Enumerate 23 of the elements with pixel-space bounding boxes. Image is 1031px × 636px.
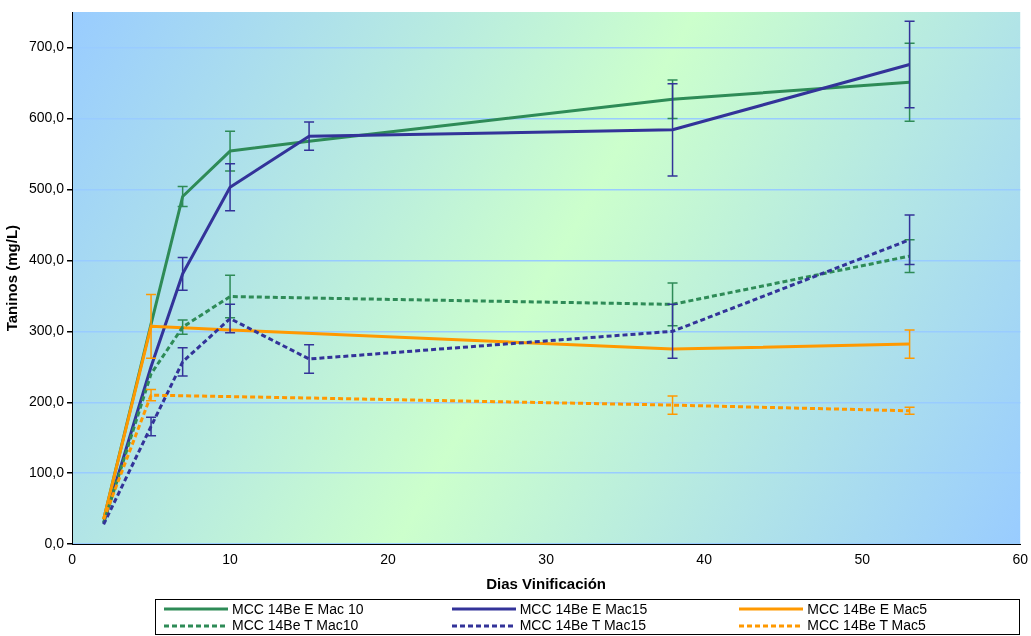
legend-label: MCC 14Be T Mac15 [519,617,646,634]
x-tick-label: 60 [1012,551,1029,568]
y-tick-label: 400,0 [28,251,65,268]
x-axis-title: Dias Vinificación [486,575,607,593]
legend-label: MCC 14Be T Mac5 [807,617,926,634]
y-tick-label: 700,0 [28,38,65,55]
x-tick-label: 0 [68,551,77,568]
x-tick-label: 50 [854,551,871,568]
x-tick-label: 10 [222,551,239,568]
x-tick-label: 40 [696,551,713,568]
y-tick-label: 0,0 [44,535,65,552]
y-tick-label: 200,0 [28,393,65,410]
y-axis-title: Taninos (mg/L) [3,224,21,332]
legend-label: MCC 14Be T Mac10 [232,617,359,634]
x-tick-label: 30 [538,551,555,568]
x-tick-label: 20 [380,551,397,568]
y-tick-label: 100,0 [28,464,65,481]
y-tick-label: 600,0 [28,109,65,126]
y-tick-label: 500,0 [28,180,65,197]
legend-label: MCC 14Be E Mac5 [807,600,928,617]
legend-label: MCC 14Be E Mac15 [519,600,648,617]
legend-label: MCC 14Be E Mac 10 [232,600,364,617]
y-tick-label: 300,0 [28,322,65,339]
